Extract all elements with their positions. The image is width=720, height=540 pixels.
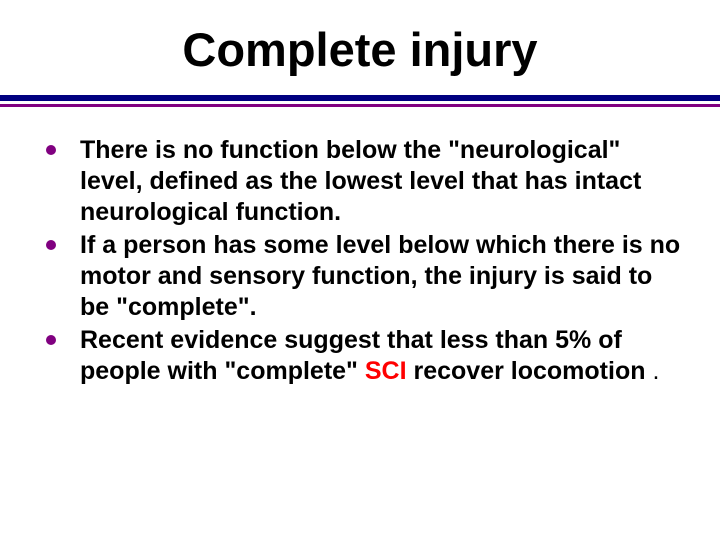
bullet-text: There is no function below the "neurolog… <box>80 136 641 226</box>
bullet-text-tail: . <box>646 357 660 385</box>
content-area: There is no function below the "neurolog… <box>0 107 720 387</box>
list-item: Recent evidence suggest that less than 5… <box>36 325 684 387</box>
list-item: There is no function below the "neurolog… <box>36 135 684 228</box>
bullet-text: If a person has some level below which t… <box>80 231 680 321</box>
bullet-text-post: recover locomotion <box>407 357 646 385</box>
highlight-sci: SCI <box>365 357 407 385</box>
bullet-list: There is no function below the "neurolog… <box>36 135 684 387</box>
slide: Complete injury There is no function bel… <box>0 0 720 540</box>
slide-title: Complete injury <box>0 0 720 95</box>
list-item: If a person has some level below which t… <box>36 230 684 323</box>
